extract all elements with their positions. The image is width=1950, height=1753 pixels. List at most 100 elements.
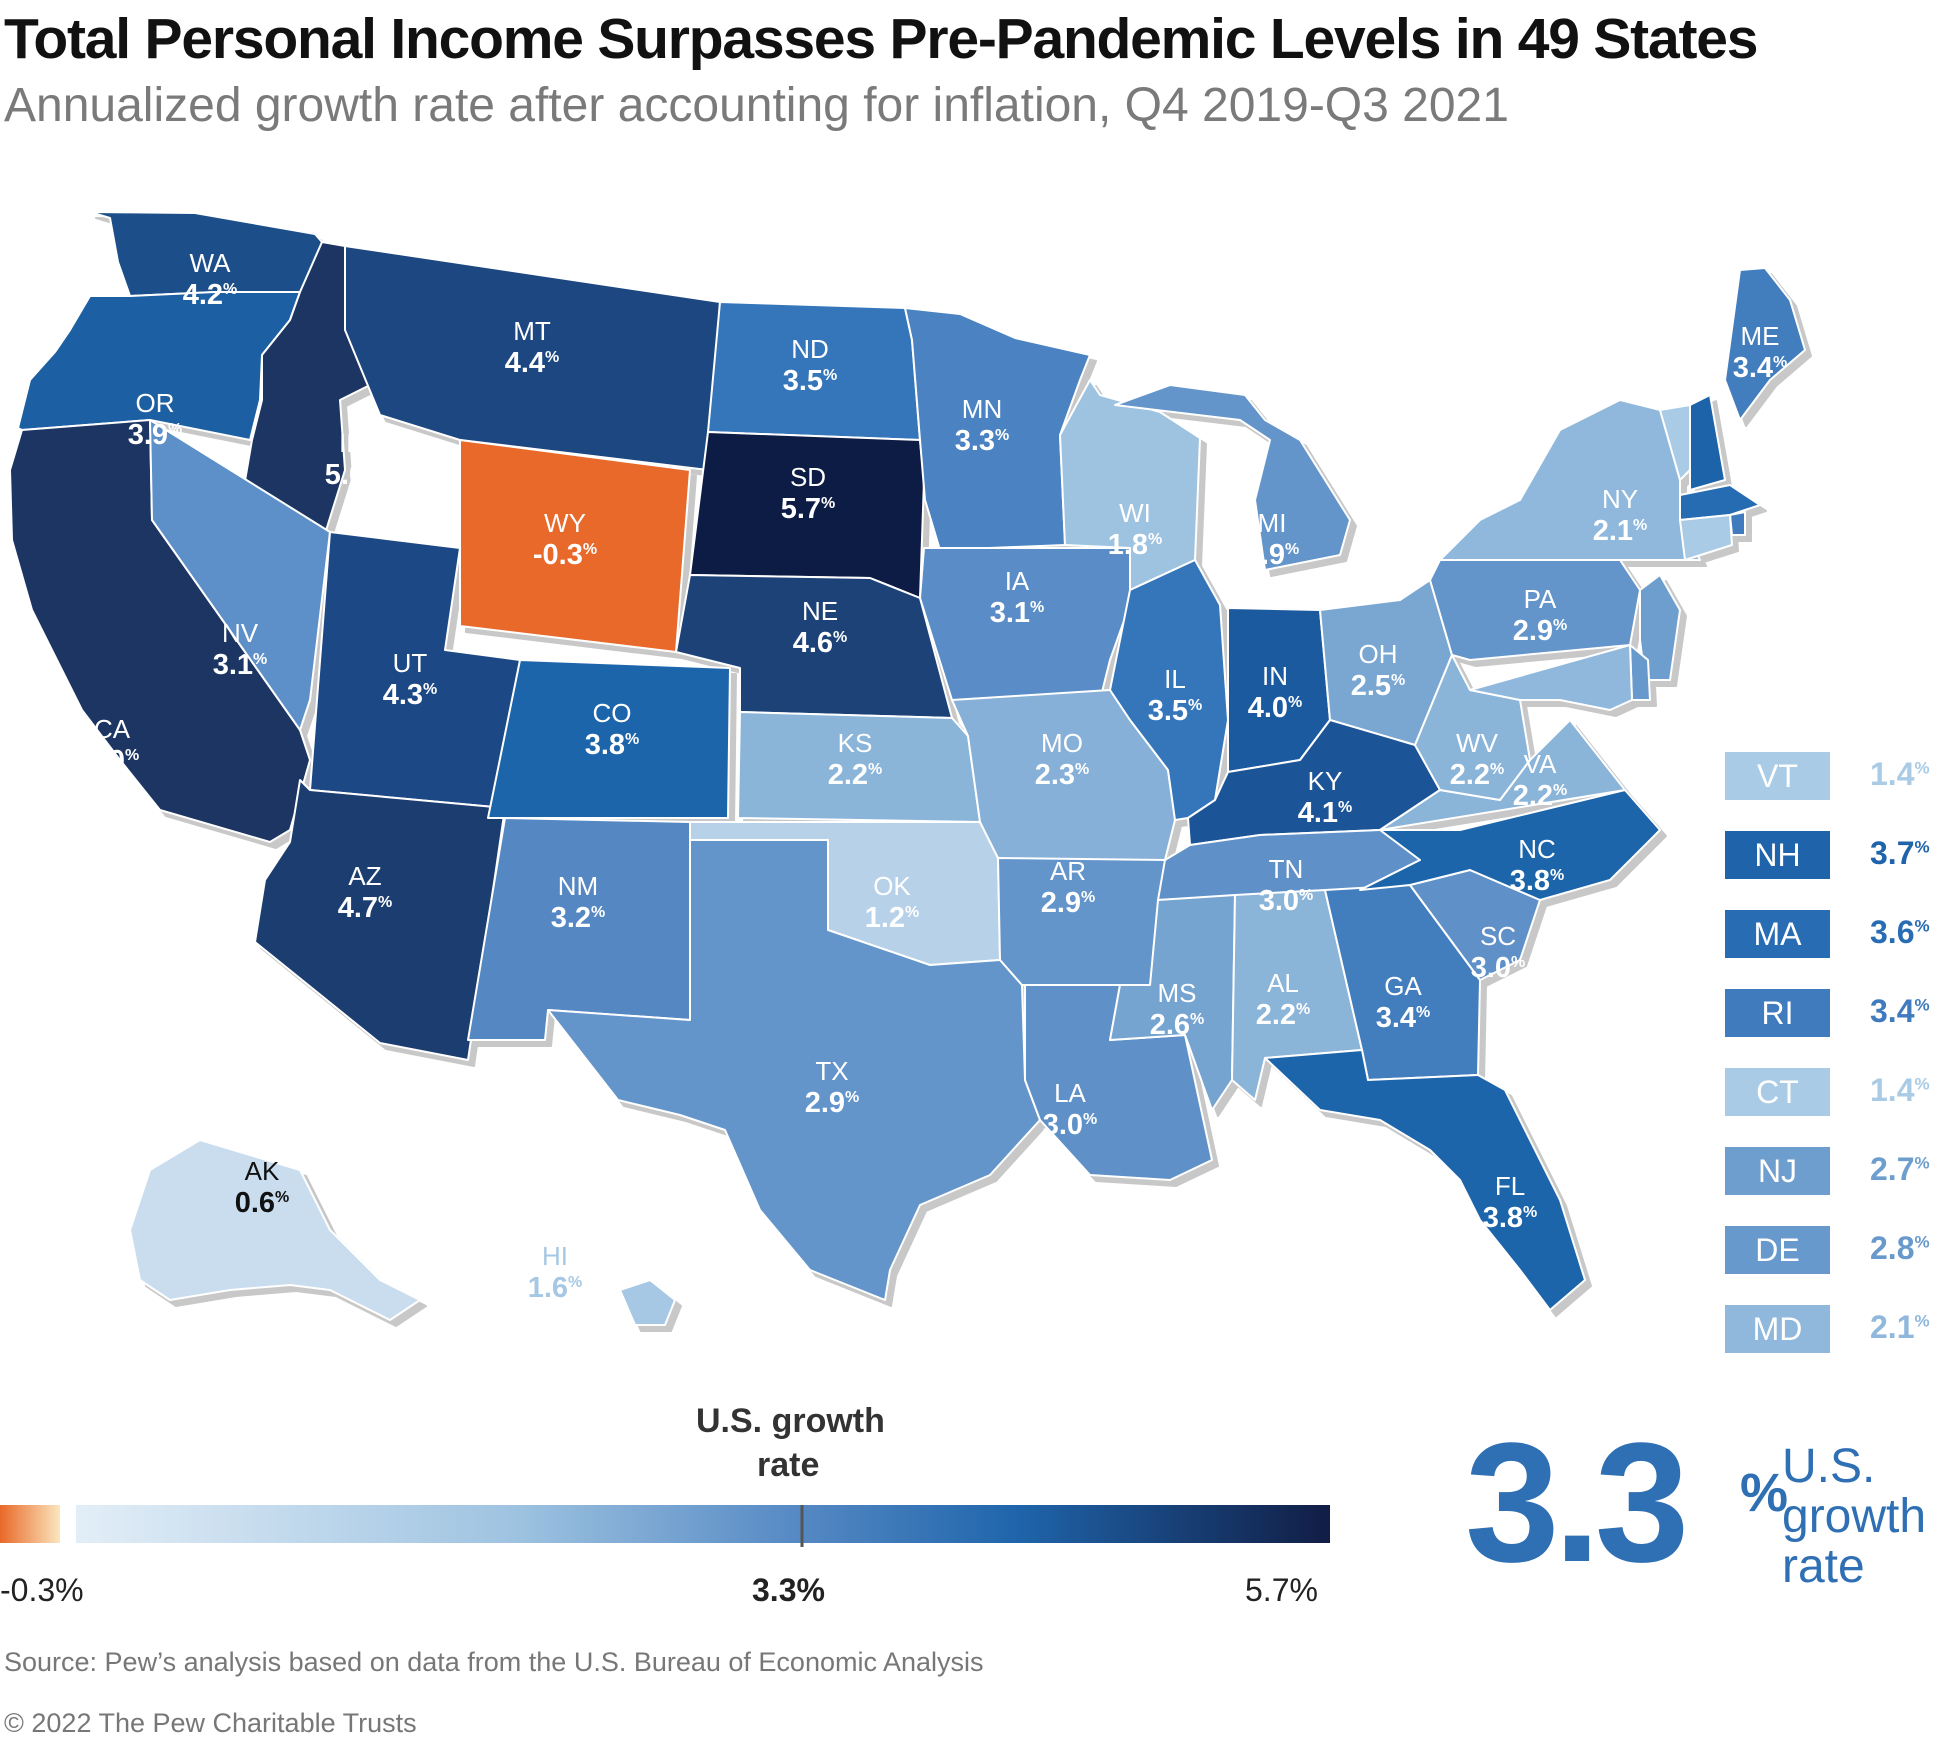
state-fl <box>1264 1049 1586 1311</box>
state-nh <box>1689 394 1726 491</box>
state-label-wv: WV <box>1456 728 1499 758</box>
state-co <box>487 659 731 819</box>
state-label-pa: PA <box>1524 584 1557 614</box>
state-label-az: AZ <box>348 861 381 891</box>
state-label-ak: AK <box>245 1156 280 1186</box>
state-value-az: 4.7% <box>338 892 393 924</box>
scale-max-label: 5.7% <box>1245 1572 1318 1608</box>
legend-row-nh: NH <box>1725 831 1830 879</box>
legend-row-ri: RI <box>1725 989 1830 1037</box>
state-label-wy: WY <box>544 508 586 538</box>
state-label-tn: TN <box>1269 854 1304 884</box>
state-label-ca: CA <box>94 714 131 744</box>
state-ma <box>1679 484 1761 521</box>
state-label-id: ID <box>339 428 365 458</box>
state-label-ga: GA <box>1384 971 1422 1001</box>
legend-swatch-ma: MA <box>1725 910 1830 958</box>
legend-value-nj: 2.7% <box>1870 1151 1930 1187</box>
state-md <box>1469 644 1633 711</box>
state-label-ny: NY <box>1602 484 1638 514</box>
state-label-al: AL <box>1267 968 1299 998</box>
legend-value-vt: 1.4% <box>1870 756 1930 792</box>
state-label-mt: MT <box>513 316 551 346</box>
legend-value-de: 2.8% <box>1870 1230 1930 1266</box>
state-label-wa: WA <box>190 248 232 278</box>
state-label-fl: FL <box>1495 1171 1525 1201</box>
legend-swatch-ri: RI <box>1725 989 1830 1037</box>
state-label-nm: NM <box>558 871 598 901</box>
state-value-ga: 3.4% <box>1376 1002 1431 1034</box>
us-growth-rate-label-line-1: U.S. <box>1782 1440 1876 1493</box>
state-label-ky: KY <box>1308 766 1343 796</box>
state-me <box>1724 267 1806 421</box>
state-value-ca: 5.0% <box>85 745 140 777</box>
legend-row-ct: CT <box>1725 1068 1830 1116</box>
legend-swatch-ct: CT <box>1725 1068 1830 1116</box>
legend-row-ma: MA <box>1725 910 1830 958</box>
scale-positive-bar <box>76 1505 1330 1543</box>
scale-min-label: -0.3% <box>0 1572 84 1608</box>
legend-swatch-de: DE <box>1725 1226 1830 1274</box>
legend-swatch-md: MD <box>1725 1305 1830 1353</box>
state-nv <box>149 419 331 731</box>
state-value-nm: 3.2% <box>551 902 606 934</box>
state-label-mn: MN <box>962 394 1002 424</box>
us-growth-rate-label-line-3: rate <box>1782 1540 1865 1593</box>
state-nc <box>1359 789 1661 901</box>
state-label-or: OR <box>136 388 175 418</box>
state-label-me: ME <box>1741 321 1780 351</box>
state-value-me: 3.4% <box>1733 352 1788 384</box>
state-label-tx: TX <box>815 1056 848 1086</box>
state-label-va: VA <box>1524 749 1557 779</box>
state-value-tx: 2.9% <box>805 1087 860 1119</box>
state-value-sc: 3.0% <box>1471 952 1526 984</box>
state-ct <box>1679 514 1733 561</box>
state-label-ar: AR <box>1050 856 1086 886</box>
us-growth-rate-label: U.S. growth rate <box>1782 1442 1950 1592</box>
state-value-sd: 5.7% <box>781 493 836 525</box>
legend-value-ma: 3.6% <box>1870 914 1930 950</box>
chart-subtitle: Annualized growth rate after accounting … <box>4 79 1509 132</box>
scale-mid-label: 3.3% <box>752 1572 825 1608</box>
legend-swatch-nh: NH <box>1725 831 1830 879</box>
state-value-ms: 2.6% <box>1150 1009 1205 1041</box>
scale-negative-bar <box>0 1505 60 1543</box>
state-label-ms: MS <box>1158 978 1197 1008</box>
state-label-la: LA <box>1054 1078 1086 1108</box>
state-mi <box>1114 384 1351 571</box>
legend-value-ri: 3.4% <box>1870 993 1930 1029</box>
copyright-note: © 2022 The Pew Charitable Trusts <box>4 1708 417 1738</box>
state-value-hi: 1.6% <box>528 1272 583 1304</box>
state-label-ne: NE <box>802 596 838 626</box>
legend-row-nj: NJ <box>1725 1147 1830 1195</box>
legend-value-nh: 3.7% <box>1870 835 1930 871</box>
scale-marker-label-2: rate <box>757 1446 820 1484</box>
state-label-nd: ND <box>791 334 829 364</box>
source-note: Source: Pew’s analysis based on data fro… <box>4 1647 984 1677</box>
chart-title: Total Personal Income Surpasses Pre-Pand… <box>4 7 1758 71</box>
state-value-id: 5.0% <box>325 459 380 491</box>
state-nj <box>1639 574 1681 681</box>
state-label-mi: MI <box>1258 508 1287 538</box>
legend-swatch-nj: NJ <box>1725 1147 1830 1195</box>
color-scale <box>0 1505 1330 1547</box>
state-tx <box>547 839 1041 1301</box>
state-az <box>254 779 506 1061</box>
legend-row-vt: VT <box>1725 752 1830 800</box>
state-label-nc: NC <box>1518 834 1556 864</box>
state-wi <box>1059 379 1201 591</box>
state-hi <box>619 1279 676 1326</box>
legend-row-md: MD <box>1725 1305 1830 1353</box>
legend-swatch-vt: VT <box>1725 752 1830 800</box>
scale-marker-label-1: U.S. growth <box>696 1402 885 1440</box>
state-value-mi: 2.9% <box>1245 539 1300 571</box>
state-label-ok: OK <box>873 871 911 901</box>
legend-value-md: 2.1% <box>1870 1309 1930 1345</box>
state-wv <box>1414 654 1531 801</box>
us-map: WA4.2%OR3.9%CA5.0%ID5.0%NV3.1%MT4.4%WY-0… <box>9 211 1806 1326</box>
us-growth-rate-value: 3.3 <box>1465 1408 1689 1598</box>
state-label-il: IL <box>1164 664 1186 694</box>
state-ak <box>129 1139 421 1321</box>
legend-row-de: DE <box>1725 1226 1830 1274</box>
state-label-sc: SC <box>1480 921 1516 951</box>
